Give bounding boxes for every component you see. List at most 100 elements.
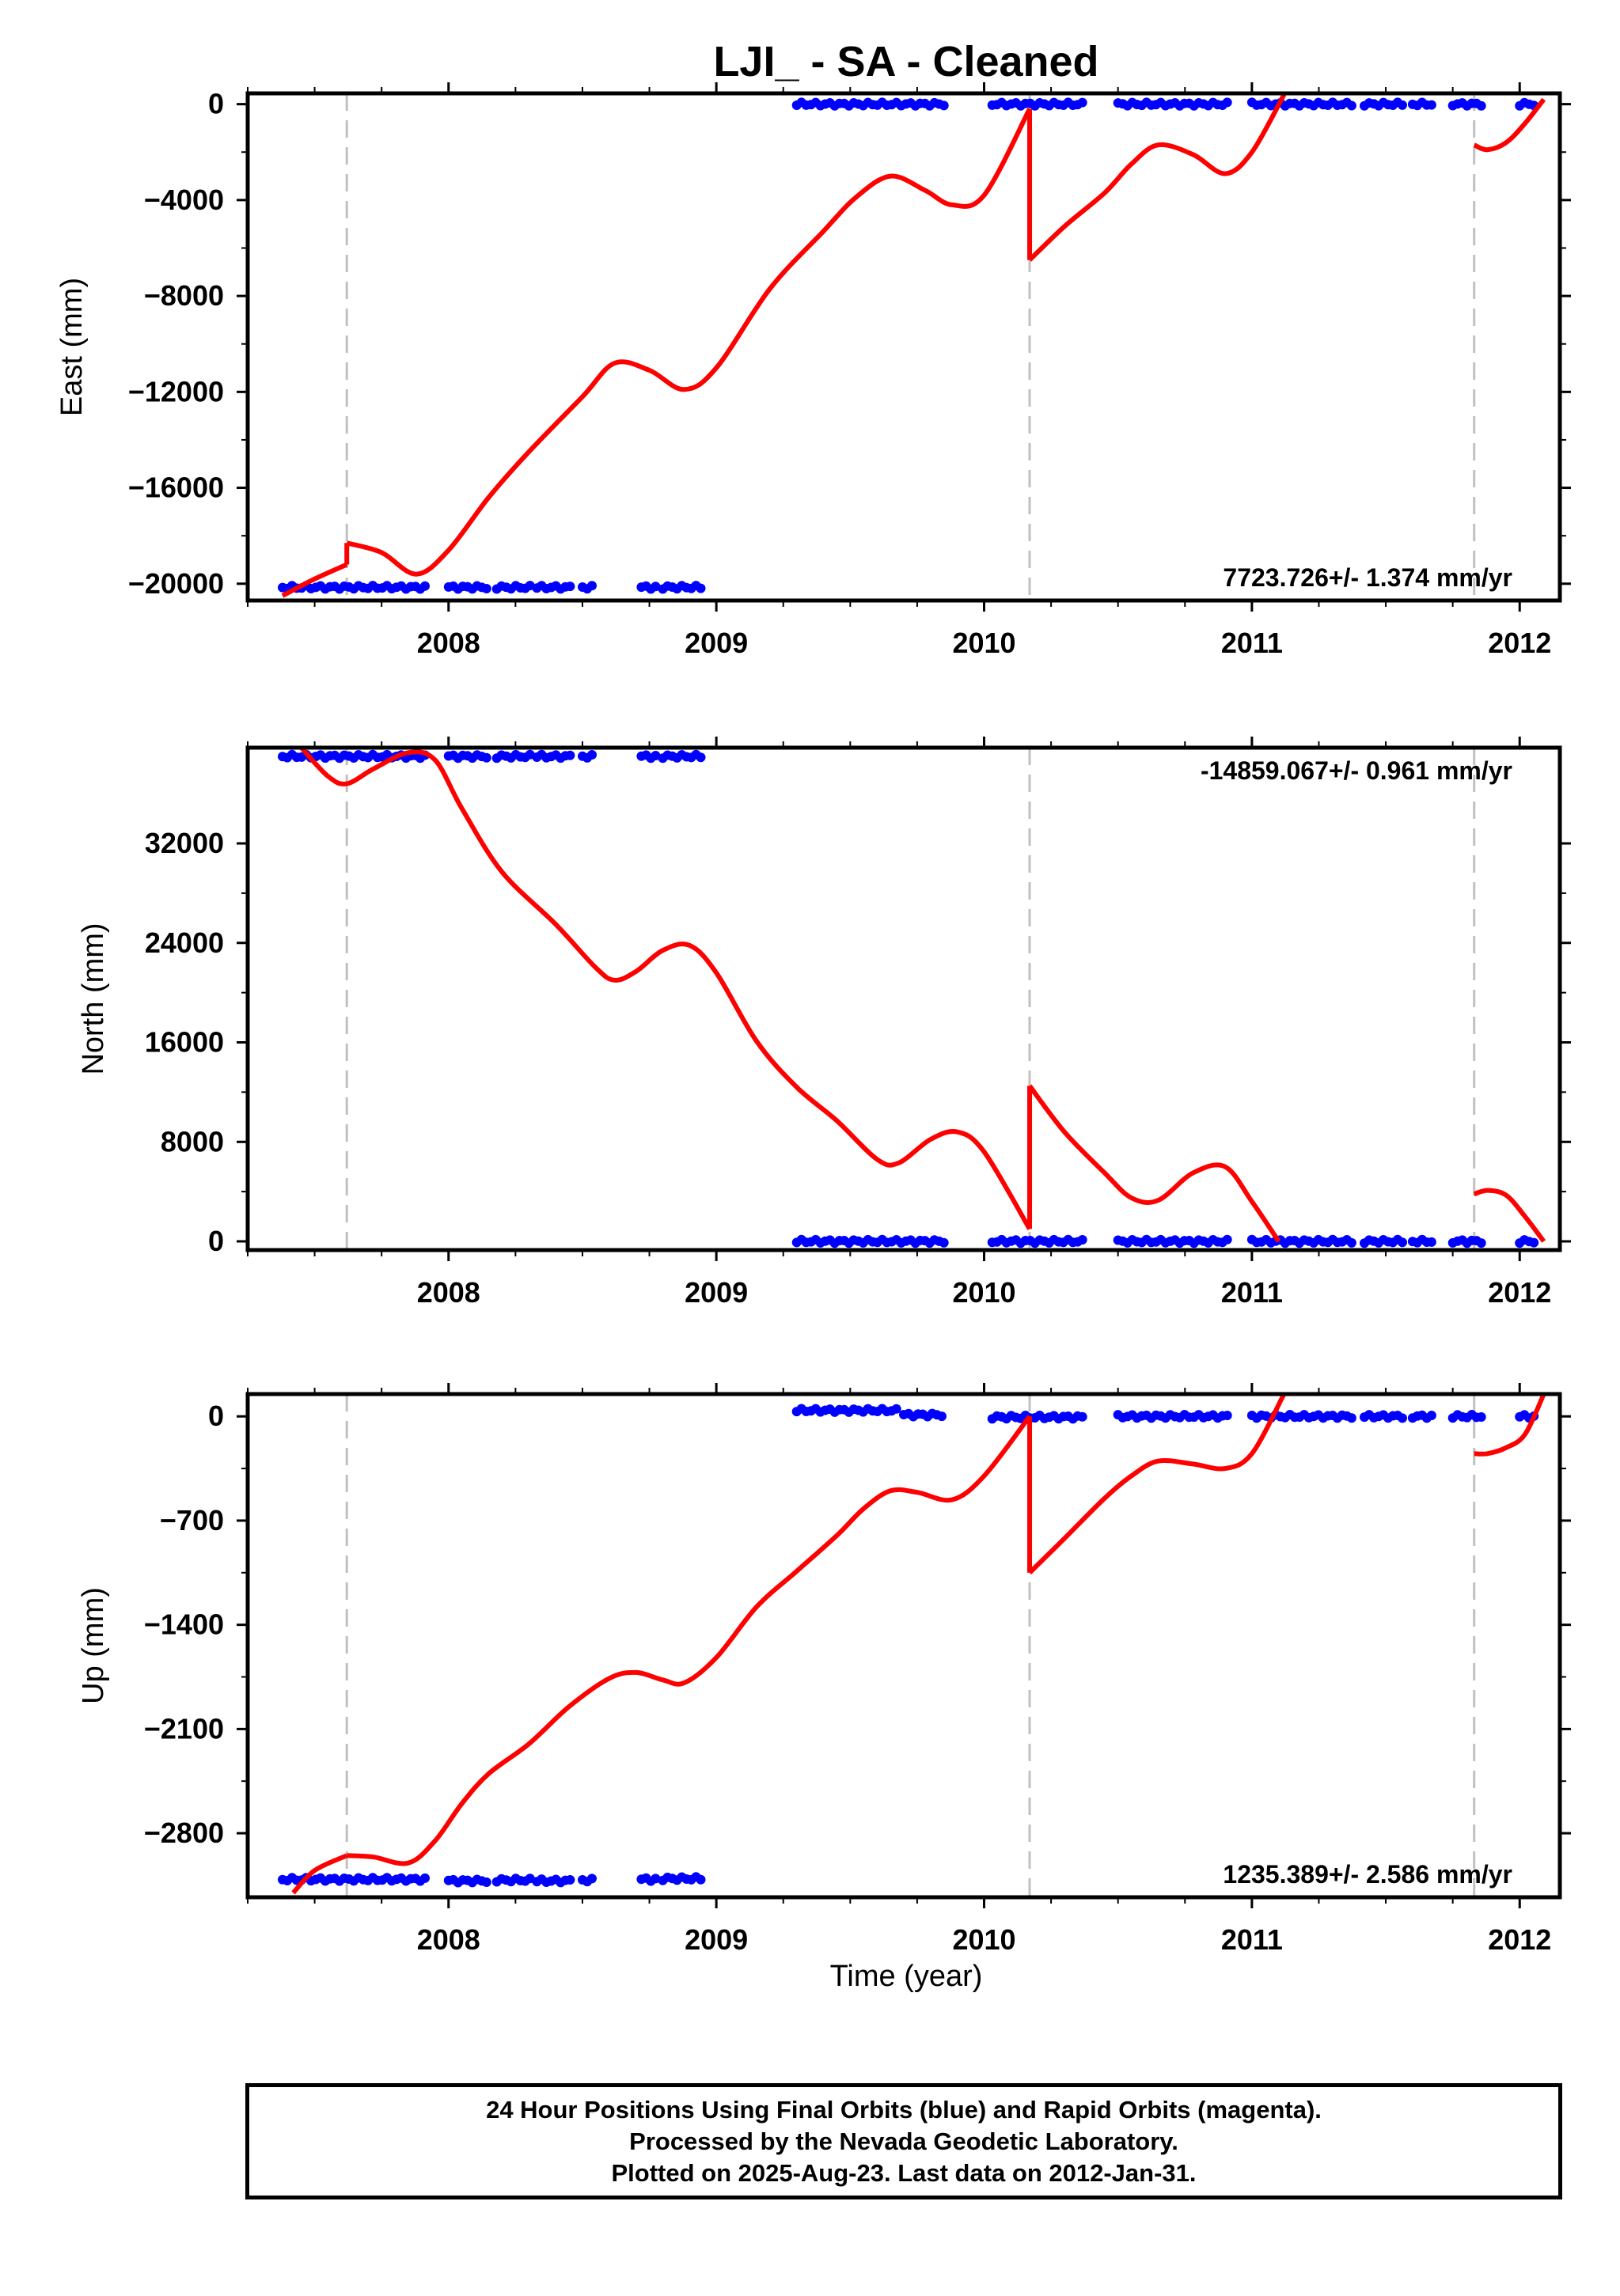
- data-point-run: [532, 581, 575, 594]
- plot-area: [278, 748, 1546, 1250]
- x-tick-label: 2012: [1488, 1923, 1551, 1956]
- data-point: [1398, 1237, 1407, 1248]
- y-tick-label: 0: [208, 1225, 224, 1257]
- model-fit-line: [1474, 1394, 1546, 1457]
- data-point: [891, 1404, 901, 1414]
- data-point-run: [1360, 1234, 1407, 1248]
- model-fit-line: [281, 562, 348, 598]
- y-tick-label: −1400: [144, 1608, 224, 1641]
- y-axis-label: Up (mm): [77, 1587, 110, 1704]
- y-tick-label: −8000: [144, 279, 224, 312]
- data-point-run: [443, 1874, 491, 1888]
- x-tick-label: 2011: [1221, 1923, 1283, 1956]
- panel-north: 0 8000 16000 24000 32000 2008 2009 2010 2011 2012…: [77, 737, 1571, 1309]
- plot-area: [278, 1394, 1546, 1897]
- x-tick-label: 2008: [417, 1276, 480, 1309]
- data-point: [1077, 1235, 1087, 1245]
- data-point-run: [1407, 97, 1436, 111]
- data-point: [420, 1873, 430, 1883]
- footer-line-orbits: 24 Hour Positions Using Final Orbits (bl…: [486, 2095, 1322, 2124]
- data-point: [1476, 100, 1486, 111]
- rate-annotation: 1235.389+/- 2.586 mm/yr: [1223, 1860, 1512, 1889]
- data-point: [565, 1875, 575, 1885]
- x-tick-label: 2011: [1221, 1276, 1283, 1309]
- data-point-run: [1360, 97, 1407, 111]
- model-fit-line: [1027, 1084, 1281, 1243]
- data-point: [1222, 97, 1232, 108]
- data-point-run: [1246, 1410, 1356, 1423]
- data-point: [937, 1411, 947, 1422]
- data-point: [565, 750, 575, 760]
- data-point: [1346, 100, 1356, 111]
- panel-up: 0 −700 −1400 −2100 −2800 2008 2009 2010 2011 2012…: [77, 1383, 1571, 1956]
- data-point-run: [491, 749, 535, 763]
- data-point-run: [987, 1411, 1087, 1424]
- x-axis-label: Time (year): [830, 1960, 983, 1993]
- y-tick-label: −20000: [128, 567, 224, 600]
- data-point: [651, 1874, 661, 1884]
- data-point-run: [1113, 1410, 1232, 1423]
- data-point-run: [1515, 97, 1539, 111]
- model-fit-line: [1473, 1188, 1546, 1243]
- x-tick-label: 2011: [1221, 627, 1283, 659]
- data-point: [1222, 1234, 1232, 1245]
- x-tick-label: 2012: [1488, 627, 1551, 659]
- data-point-run: [1407, 1410, 1436, 1423]
- data-point: [565, 582, 575, 592]
- data-point-run: [532, 749, 575, 763]
- data-point: [651, 751, 661, 760]
- data-point: [481, 1877, 491, 1887]
- y-tick-label: 8000: [161, 1125, 224, 1157]
- data-point-run: [1447, 1410, 1486, 1423]
- x-tick-label: 2010: [952, 1276, 1015, 1309]
- data-point-run: [987, 97, 1087, 111]
- data-point: [696, 1874, 706, 1885]
- data-point-run: [636, 1873, 661, 1886]
- data-point-run: [1246, 97, 1356, 111]
- model-fit-line: [291, 1853, 348, 1895]
- data-point-run: [987, 1234, 1087, 1248]
- x-tick-label: 2010: [952, 627, 1015, 659]
- chart-title: LJI_ - SA - Cleaned: [713, 38, 1098, 85]
- data-point: [587, 750, 597, 760]
- data-point-run: [658, 749, 706, 763]
- data-point: [1077, 97, 1087, 108]
- data-point-run: [278, 1873, 430, 1886]
- data-point: [651, 582, 661, 592]
- plot-area: [278, 93, 1546, 601]
- y-tick-label: −700: [160, 1504, 224, 1536]
- plot-frame: [245, 745, 1562, 1252]
- panel-east: 0 −4000 −8000 −12000 −16000 −20000 2008 2009 201…: [55, 82, 1571, 659]
- data-point: [1476, 1238, 1486, 1248]
- plot-frame: [245, 1392, 1562, 1900]
- data-point-run: [491, 581, 535, 594]
- data-point-run: [578, 750, 597, 763]
- data-point: [481, 584, 491, 593]
- data-point-run: [899, 1408, 947, 1422]
- model-fit-line: [1027, 93, 1287, 262]
- data-point-run: [658, 581, 706, 594]
- data-point: [420, 581, 430, 591]
- y-tick-label: 0: [208, 1400, 224, 1432]
- data-point: [1398, 100, 1407, 110]
- data-point-run: [791, 97, 949, 111]
- y-tick-label: 16000: [145, 1026, 224, 1059]
- data-point: [1476, 1412, 1486, 1422]
- data-point: [587, 1874, 597, 1884]
- data-point-run: [532, 1874, 575, 1888]
- x-tick-label: 2008: [417, 627, 480, 659]
- data-point-run: [636, 750, 661, 763]
- data-point: [1426, 100, 1436, 110]
- model-fit-line: [299, 748, 1032, 1230]
- y-tick-label: −2100: [144, 1712, 224, 1745]
- y-tick-label: 0: [208, 88, 224, 120]
- data-point-run: [443, 750, 491, 763]
- footer-line-processor: Processed by the Nevada Geodetic Laborat…: [629, 2127, 1178, 2155]
- rate-annotation: 7723.726+/- 1.374 mm/yr: [1223, 563, 1512, 592]
- y-tick-label: −16000: [128, 472, 224, 504]
- model-fit-line: [346, 108, 1032, 577]
- model-fit-line: [1473, 97, 1546, 153]
- y-tick-label: 24000: [145, 926, 224, 959]
- data-point-run: [636, 581, 661, 594]
- data-point-run: [1246, 1234, 1356, 1248]
